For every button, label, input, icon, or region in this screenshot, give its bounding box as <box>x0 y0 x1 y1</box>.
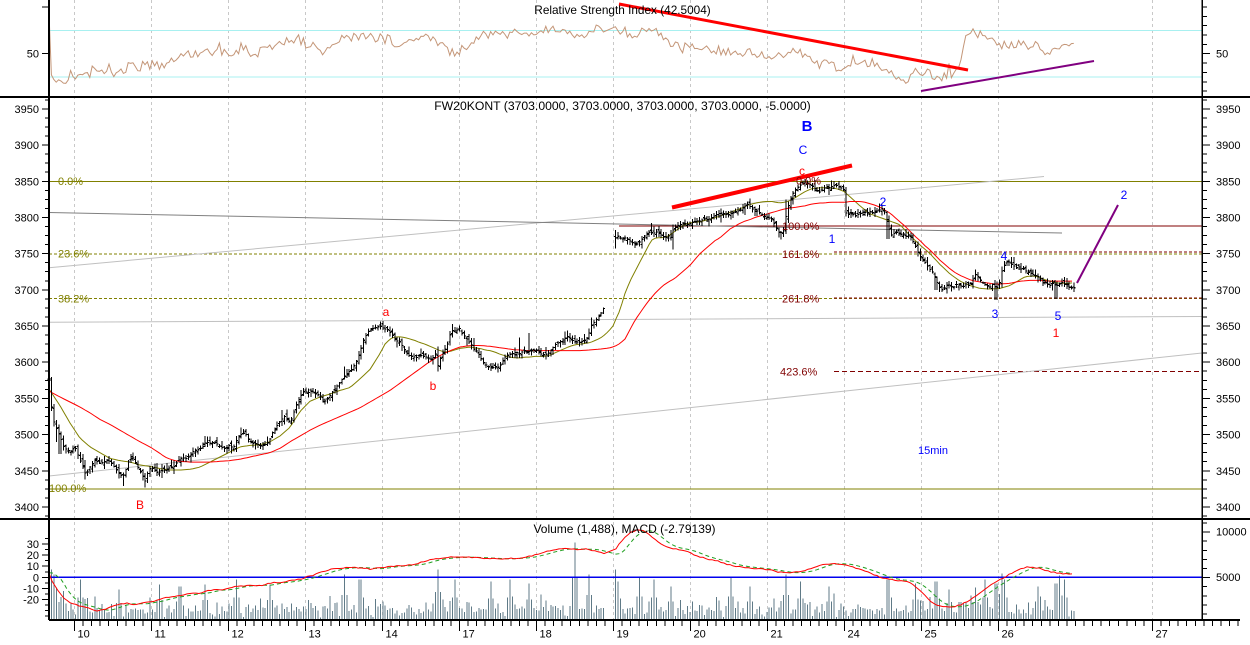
svg-text:5000: 5000 <box>1216 572 1240 584</box>
svg-text:23.6%: 23.6% <box>58 249 89 261</box>
svg-text:3700: 3700 <box>15 285 39 297</box>
svg-text:4: 4 <box>1001 249 1008 263</box>
svg-text:0: 0 <box>33 572 39 584</box>
svg-text:Relative Strength Index (42.50: Relative Strength Index (42.5004) <box>534 3 710 17</box>
svg-text:38.2%: 38.2% <box>58 294 89 306</box>
svg-text:20: 20 <box>694 629 706 641</box>
svg-text:50: 50 <box>1216 49 1228 61</box>
svg-text:3400: 3400 <box>15 502 39 514</box>
svg-text:2: 2 <box>880 195 887 209</box>
svg-text:3850: 3850 <box>1216 176 1240 188</box>
svg-text:C: C <box>799 143 808 157</box>
svg-text:100.0%: 100.0% <box>782 221 820 233</box>
svg-text:3850: 3850 <box>15 176 39 188</box>
svg-text:5: 5 <box>1055 309 1062 323</box>
svg-text:a: a <box>383 305 390 319</box>
svg-text:-10: -10 <box>23 583 39 595</box>
svg-text:26: 26 <box>1002 629 1014 641</box>
svg-text:3600: 3600 <box>15 357 39 369</box>
svg-text:3950: 3950 <box>15 104 39 116</box>
svg-text:3600: 3600 <box>1216 357 1240 369</box>
svg-text:14: 14 <box>386 629 398 641</box>
svg-text:0.0%: 0.0% <box>796 176 821 188</box>
svg-text:3500: 3500 <box>1216 430 1240 442</box>
svg-text:17: 17 <box>463 629 475 641</box>
svg-text:3750: 3750 <box>1216 249 1240 261</box>
svg-text:25: 25 <box>925 629 937 641</box>
svg-text:261.8%: 261.8% <box>782 294 820 306</box>
svg-text:B: B <box>136 498 144 512</box>
svg-text:30: 30 <box>27 539 39 551</box>
svg-text:B: B <box>802 118 813 135</box>
svg-text:161.8%: 161.8% <box>782 249 820 261</box>
svg-text:15min: 15min <box>918 445 948 457</box>
svg-text:50: 50 <box>27 49 39 61</box>
svg-text:10: 10 <box>78 629 90 641</box>
svg-text:10: 10 <box>27 561 39 573</box>
svg-text:20: 20 <box>27 550 39 562</box>
svg-text:FW20KONT (3703.0000, 3703.0000: FW20KONT (3703.0000, 3703.0000, 3703.000… <box>434 99 811 113</box>
svg-text:1: 1 <box>1053 326 1060 340</box>
svg-text:3650: 3650 <box>1216 321 1240 333</box>
svg-text:423.6%: 423.6% <box>780 367 818 379</box>
svg-text:3: 3 <box>992 307 999 321</box>
svg-text:12: 12 <box>232 629 244 641</box>
svg-text:11: 11 <box>155 629 166 641</box>
svg-text:3950: 3950 <box>1216 104 1240 116</box>
svg-text:c: c <box>799 164 805 178</box>
svg-text:18: 18 <box>540 629 552 641</box>
svg-text:100.0%: 100.0% <box>49 483 87 495</box>
svg-text:3750: 3750 <box>15 249 39 261</box>
svg-text:27: 27 <box>1156 629 1168 641</box>
svg-text:b: b <box>430 379 437 393</box>
svg-text:21: 21 <box>771 629 783 641</box>
svg-text:2: 2 <box>1121 188 1128 202</box>
svg-text:3500: 3500 <box>15 430 39 442</box>
svg-text:3700: 3700 <box>1216 285 1240 297</box>
svg-text:3550: 3550 <box>1216 393 1240 405</box>
svg-text:10000: 10000 <box>1216 527 1247 539</box>
svg-text:3450: 3450 <box>1216 466 1240 478</box>
svg-text:-20: -20 <box>23 595 39 607</box>
svg-text:3550: 3550 <box>15 393 39 405</box>
svg-text:3900: 3900 <box>15 140 39 152</box>
svg-text:1: 1 <box>829 232 836 246</box>
svg-text:Volume (1,488), MACD (-2.79139: Volume (1,488), MACD (-2.79139) <box>533 522 715 536</box>
svg-text:3800: 3800 <box>1216 213 1240 225</box>
svg-text:3800: 3800 <box>15 213 39 225</box>
svg-text:3650: 3650 <box>15 321 39 333</box>
svg-text:19: 19 <box>617 629 629 641</box>
svg-text:3400: 3400 <box>1216 502 1240 514</box>
svg-text:24: 24 <box>848 629 860 641</box>
svg-text:3450: 3450 <box>15 466 39 478</box>
svg-text:3900: 3900 <box>1216 140 1240 152</box>
svg-text:13: 13 <box>309 629 321 641</box>
svg-text:0.0%: 0.0% <box>58 176 83 188</box>
